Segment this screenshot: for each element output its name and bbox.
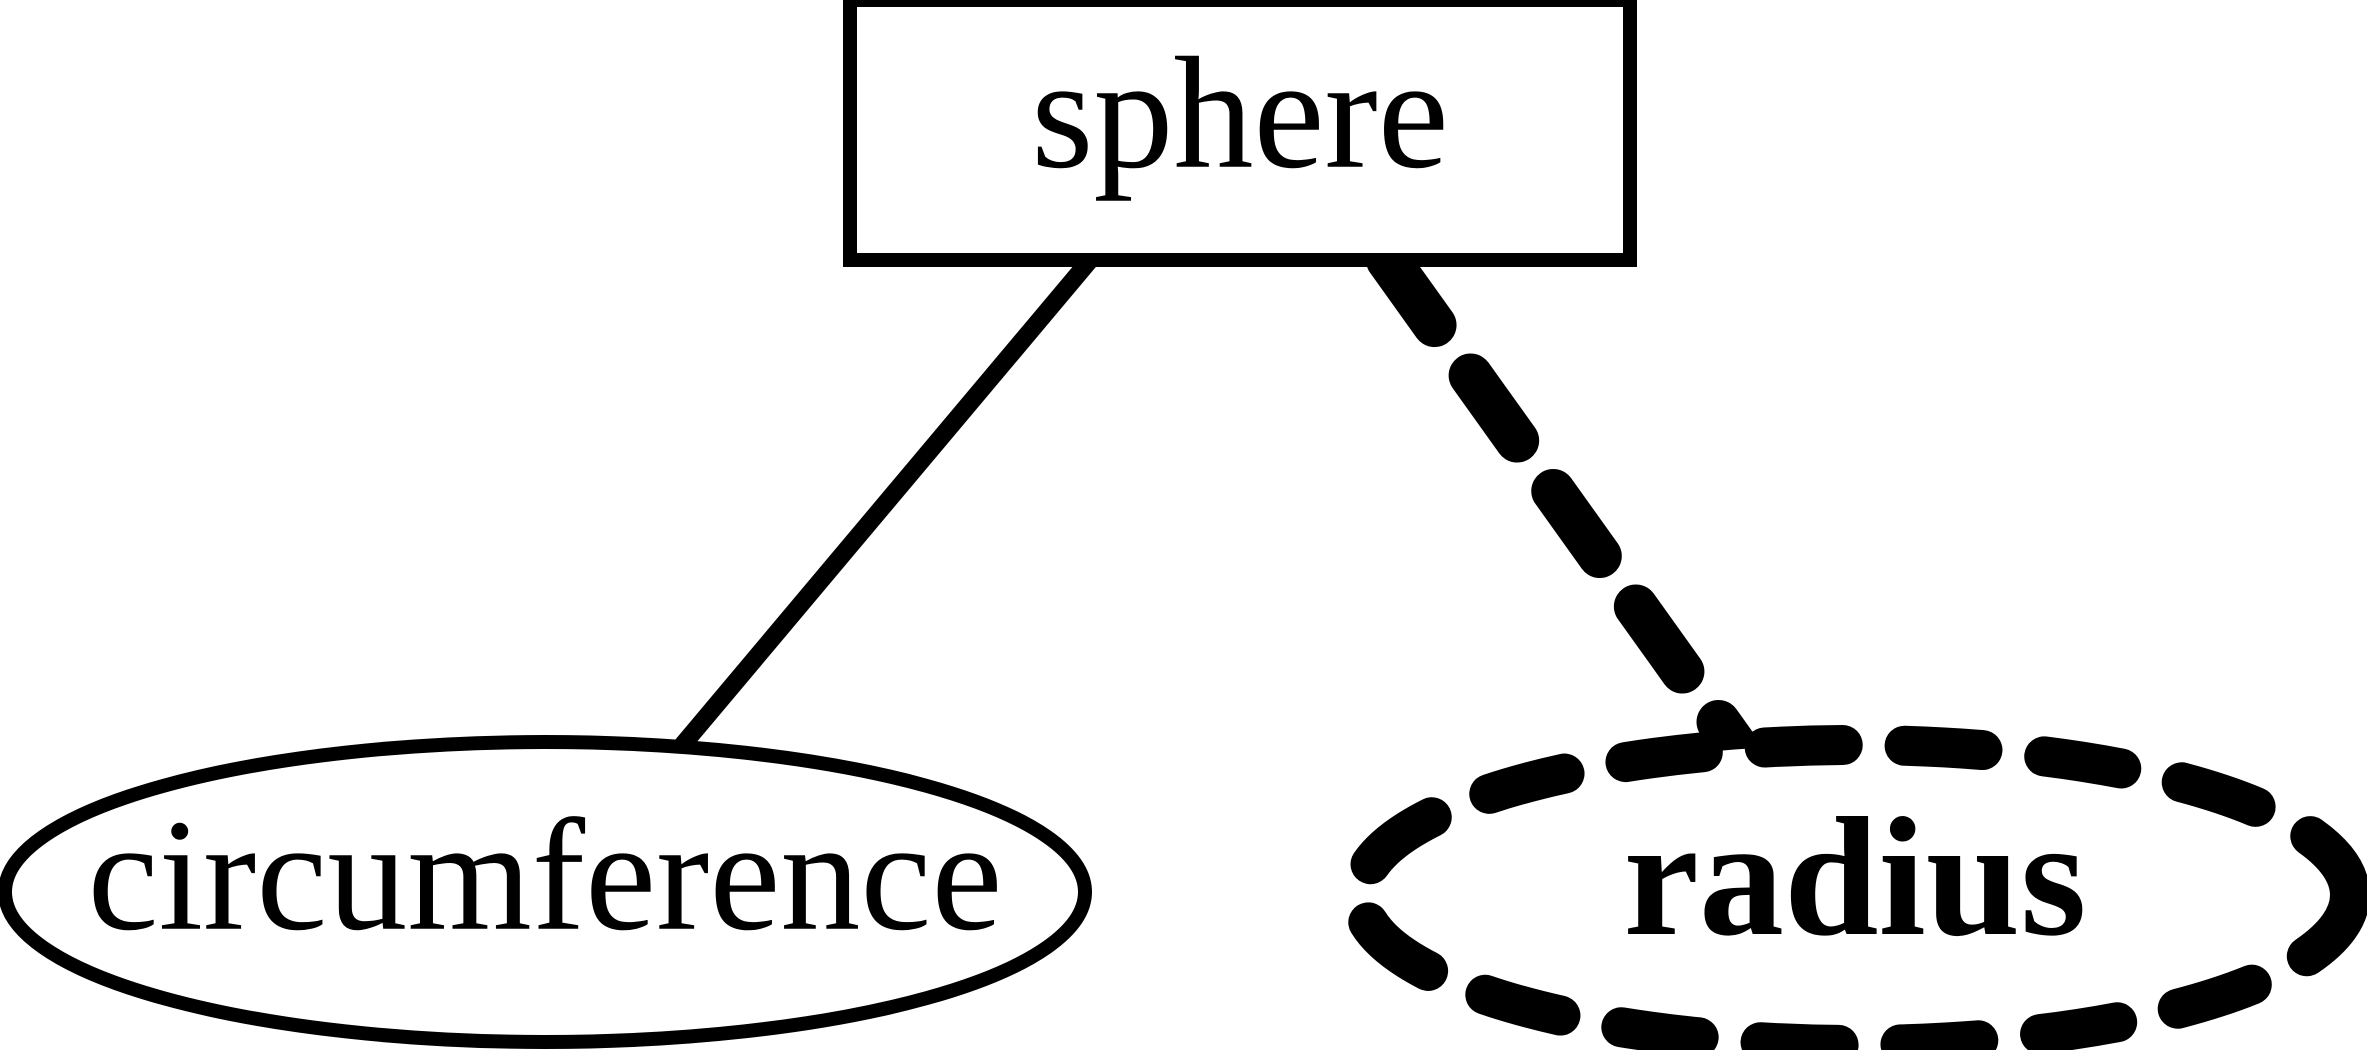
edge-sphere-circumference [680,260,1090,748]
node-circumference-label: circumference [88,786,1003,964]
edge-sphere-radius [1388,260,1740,752]
diagram-canvas: sphere circumference radius [0,0,2367,1050]
node-sphere: sphere [850,0,1630,260]
node-circumference: circumference [5,742,1085,1042]
node-sphere-label: sphere [1031,24,1449,202]
node-radius: radius [1360,745,2350,1045]
node-radius-label: radius [1624,783,2087,971]
